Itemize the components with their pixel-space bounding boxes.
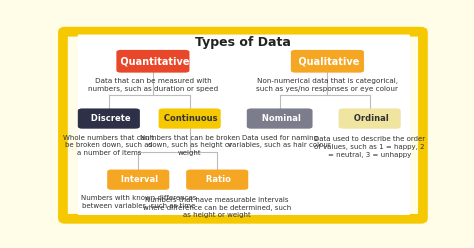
Text: Whole numbers that can't
be broken down, such as
a number of items: Whole numbers that can't be broken down,…	[64, 135, 155, 156]
Text: Nominal: Nominal	[259, 114, 301, 123]
Text: Numbers that can be broken
down, such as height or
weight: Numbers that can be broken down, such as…	[140, 135, 240, 156]
Text: Types of Data: Types of Data	[195, 36, 291, 49]
FancyBboxPatch shape	[107, 170, 169, 190]
FancyBboxPatch shape	[63, 32, 423, 219]
FancyBboxPatch shape	[78, 108, 140, 129]
FancyBboxPatch shape	[78, 34, 410, 215]
FancyBboxPatch shape	[117, 50, 190, 73]
FancyBboxPatch shape	[247, 108, 312, 129]
Text: Numbers with known differences
between variables, such as time: Numbers with known differences between v…	[81, 195, 196, 209]
Text: Quantitative: Quantitative	[117, 56, 189, 66]
Text: Continuous: Continuous	[162, 114, 218, 123]
FancyBboxPatch shape	[338, 108, 401, 129]
Text: Ratio: Ratio	[203, 175, 231, 184]
Text: Data that can be measured with
numbers, such as duration or speed: Data that can be measured with numbers, …	[88, 78, 218, 92]
Text: Ordinal: Ordinal	[351, 114, 389, 123]
Text: Data used for naming
variables, such as hair colour: Data used for naming variables, such as …	[228, 135, 331, 148]
FancyBboxPatch shape	[291, 50, 364, 73]
Text: Non-numerical data that is categorical,
such as yes/no responses or eye colour: Non-numerical data that is categorical, …	[256, 78, 399, 92]
Text: Interval: Interval	[118, 175, 158, 184]
FancyBboxPatch shape	[159, 108, 221, 129]
Text: Numbers that have measurable intervals
where difference can be determined, such
: Numbers that have measurable intervals w…	[143, 197, 292, 218]
Text: Qualitative: Qualitative	[295, 56, 360, 66]
Text: Discrete: Discrete	[88, 114, 130, 123]
FancyBboxPatch shape	[186, 170, 248, 190]
Text: Data used to describe the order
of values, such as 1 = happy, 2
= neutral, 3 = u: Data used to describe the order of value…	[314, 136, 425, 158]
